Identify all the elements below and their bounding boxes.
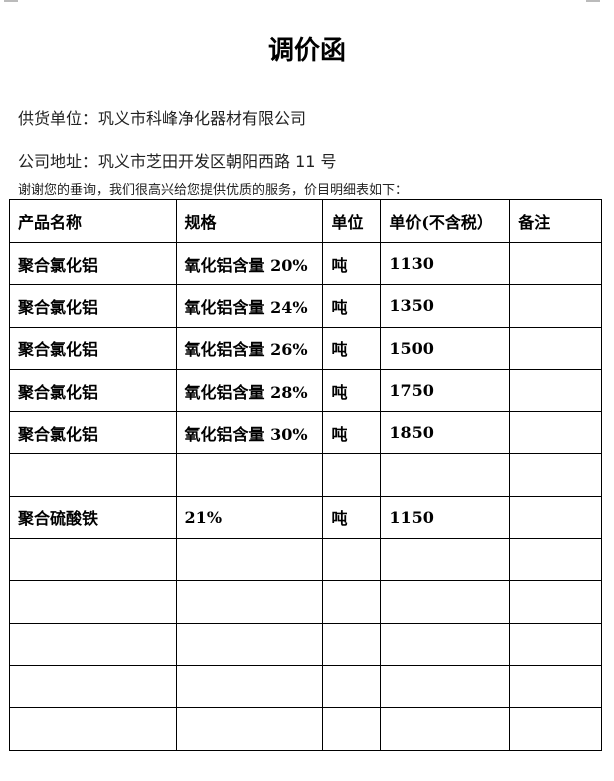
- table-cell: 氧化铝含量 30%: [175, 411, 324, 455]
- table-cell: 21%: [175, 495, 324, 540]
- table-row: [9, 622, 602, 666]
- table-cell: 吨: [322, 241, 382, 286]
- table-cell: [322, 453, 382, 497]
- table-cell: 聚合氯化铝: [9, 368, 177, 413]
- table-cell: [509, 664, 602, 709]
- header-cell: 单位: [322, 199, 382, 243]
- supplier-line: 供货单位：巩义市科峰净化器材有限公司: [18, 109, 307, 128]
- table-cell: [175, 453, 324, 497]
- table-cell: [509, 241, 602, 286]
- table-cell: [509, 326, 602, 370]
- table-cell: [9, 664, 177, 709]
- table-cell: 1500: [380, 326, 511, 370]
- table-cell: [175, 580, 324, 624]
- table-row: 聚合氯化铝 氧化铝含量 24% 吨 1350: [9, 284, 602, 328]
- table-cell: 氧化铝含量 28%: [175, 368, 324, 413]
- table-cell: [380, 664, 511, 709]
- table-cell: [509, 622, 602, 666]
- table-cell: [9, 453, 177, 497]
- table-cell: 氧化铝含量 24%: [175, 284, 324, 328]
- header-cell: 产品名称: [9, 199, 177, 243]
- table-cell: [322, 538, 382, 582]
- table-cell: 氧化铝含量 20%: [175, 241, 324, 286]
- table-cell: [509, 453, 602, 497]
- table-row: [9, 453, 602, 497]
- table-cell: [9, 538, 177, 582]
- table-cell: 聚合硫酸铁: [9, 495, 177, 540]
- table-cell: [380, 453, 511, 497]
- table-row: 聚合氯化铝 氧化铝含量 30% 吨 1850: [9, 411, 602, 455]
- table-cell: 吨: [322, 326, 382, 370]
- header-cell: 规格: [175, 199, 324, 243]
- table-cell: 聚合氯化铝: [9, 241, 177, 286]
- header-cell: 单价(不含税）: [380, 199, 511, 243]
- table-row: [9, 580, 602, 624]
- table-cell: 吨: [322, 284, 382, 328]
- table-cell: [9, 622, 177, 666]
- table-cell: [322, 622, 382, 666]
- header-cell: 备注: [509, 199, 602, 243]
- table-cell: [380, 622, 511, 666]
- table-cell: [509, 538, 602, 582]
- table-cell: 1130: [380, 241, 511, 286]
- table-cell: 1350: [380, 284, 511, 328]
- table-row: 聚合氯化铝 氧化铝含量 26% 吨 1500: [9, 326, 602, 370]
- table-cell: [175, 538, 324, 582]
- table-cell: 吨: [322, 411, 382, 455]
- price-table: 产品名称 规格 单位 单价(不含税） 备注 聚合氯化铝 氧化铝含量 20% 吨 113…: [9, 199, 602, 751]
- table-cell: [175, 622, 324, 666]
- table-header-row: 产品名称 规格 单位 单价(不含税） 备注: [9, 199, 602, 243]
- table-cell: 1850: [380, 411, 511, 455]
- table-row: [9, 538, 602, 582]
- table-cell: [380, 538, 511, 582]
- table-cell: 聚合氯化铝: [9, 411, 177, 455]
- table-cell: 1150: [380, 495, 511, 540]
- table-cell: [322, 664, 382, 709]
- table-cell: [509, 411, 602, 455]
- table-cell: [175, 664, 324, 709]
- document-title: 调价函: [267, 36, 346, 66]
- page-corner-mark: [586, 0, 600, 2]
- table-cell: [509, 580, 602, 624]
- table-cell: [509, 495, 602, 540]
- table-cell: 吨: [322, 368, 382, 413]
- table-row: 聚合氯化铝 氧化铝含量 28% 吨 1750: [9, 368, 602, 413]
- table-cell: [9, 580, 177, 624]
- address-line: 公司地址：巩义市芝田开发区朝阳西路 11 号: [18, 152, 337, 171]
- table-cell: [380, 580, 511, 624]
- table-cell: [175, 707, 324, 751]
- table-cell: [509, 707, 602, 751]
- table-cell: [509, 284, 602, 328]
- table-cell: [9, 707, 177, 751]
- table-cell: 吨: [322, 495, 382, 540]
- table-row: 聚合氯化铝 氧化铝含量 20% 吨 1130: [9, 241, 602, 286]
- table-cell: [322, 580, 382, 624]
- table-cell: 1750: [380, 368, 511, 413]
- table-row: [9, 707, 602, 751]
- table-cell: 氧化铝含量 26%: [175, 326, 324, 370]
- table-cell: [322, 707, 382, 751]
- table-cell: [509, 368, 602, 413]
- table-row: 聚合硫酸铁 21% 吨 1150: [9, 495, 602, 540]
- table-row: [9, 664, 602, 709]
- table-cell: 聚合氯化铝: [9, 284, 177, 328]
- page-corner-mark: [4, 0, 18, 2]
- table-cell: [380, 707, 511, 751]
- intro-text: 谢谢您的垂询，我们很高兴给您提供优质的服务，价目明细表如下：: [18, 183, 409, 198]
- table-cell: 聚合氯化铝: [9, 326, 177, 370]
